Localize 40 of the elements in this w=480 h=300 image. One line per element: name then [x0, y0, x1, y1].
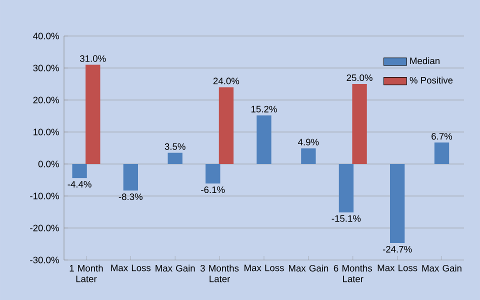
- y-tick-label: 20.0%: [33, 96, 59, 104]
- data-label: -15.1%: [332, 215, 361, 222]
- x-tick-label: Max Gain: [288, 264, 328, 272]
- x-tick-label: 3 Months Later: [200, 264, 239, 282]
- data-label: -4.4%: [68, 181, 92, 188]
- data-label: 4.9%: [298, 138, 319, 146]
- bar: [168, 152, 182, 164]
- y-tick-label: 40.0%: [33, 32, 59, 40]
- data-label: 31.0%: [80, 55, 106, 62]
- y-tick-label: -10.0%: [30, 192, 59, 200]
- x-tick-label: Max Loss: [111, 264, 151, 272]
- data-label: 3.5%: [164, 143, 186, 150]
- legend-label: Median: [410, 57, 440, 64]
- bar: [434, 142, 450, 164]
- bar: [86, 64, 100, 164]
- data-label: 6.7%: [432, 133, 452, 140]
- y-tick-label: -30.0%: [30, 256, 59, 264]
- y-tick-label: 10.0%: [34, 128, 59, 136]
- y-tick-label: 0.0%: [38, 160, 59, 168]
- data-label: 24.0%: [213, 78, 240, 84]
- y-tick-label: 30.0%: [33, 64, 59, 72]
- bar: [390, 164, 405, 244]
- x-tick-label: Max Loss: [378, 264, 418, 272]
- data-label: 15.2%: [251, 106, 277, 112]
- x-tick-label: Max Gain: [156, 264, 195, 272]
- data-label: 25.0%: [346, 74, 372, 82]
- x-tick-label: 6 Months Later: [334, 264, 372, 282]
- data-label: -6.1%: [201, 186, 225, 194]
- bar: [256, 115, 272, 164]
- bar: [218, 87, 234, 164]
- data-label: -8.3%: [118, 194, 143, 200]
- x-tick-label: Max Loss: [244, 264, 284, 272]
- bar: [352, 84, 367, 164]
- bar: [123, 164, 138, 191]
- y-tick-label: -20.0%: [30, 224, 59, 232]
- bar: [301, 148, 316, 164]
- x-tick-label: Max Gain: [422, 264, 462, 272]
- legend-label: % Positive: [410, 76, 453, 84]
- x-tick-label: 1 Month Later: [70, 264, 103, 282]
- data-label: -24.7%: [382, 246, 412, 253]
